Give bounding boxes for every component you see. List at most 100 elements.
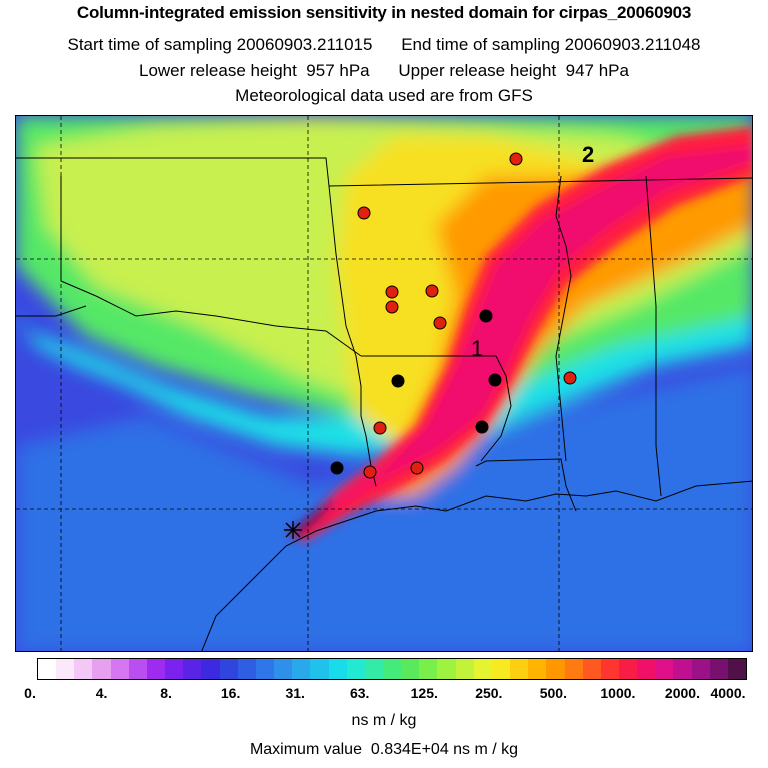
colorbar-swatch	[310, 659, 329, 679]
colorbar-tick-label: 31.	[285, 685, 305, 701]
start-time-value: 20060903.211015	[236, 35, 373, 54]
colorbar-swatch	[183, 659, 202, 679]
colorbar-swatch	[727, 659, 747, 679]
release-height-line: Lower release height 957 hPa Upper relea…	[0, 61, 768, 81]
colorbar-tick-label: 1000.	[600, 685, 636, 701]
colorbar-swatch	[673, 659, 692, 679]
red-site-marker	[357, 206, 371, 220]
red-site-marker	[363, 465, 377, 479]
release-point-star-icon	[284, 521, 302, 539]
red-site-marker	[509, 152, 523, 166]
black-site-marker	[479, 309, 493, 323]
maximum-value-line: Maximum value 0.834E+04 ns m / kg	[0, 741, 768, 759]
colorbar-swatch	[401, 659, 420, 679]
colorbar-swatch	[110, 659, 129, 679]
colorbar-tick-label: 2000.	[664, 685, 700, 701]
colorbar-swatch	[38, 659, 57, 679]
state-boundary	[475, 458, 577, 512]
colorbar-swatch	[437, 659, 456, 679]
state-boundary	[480, 355, 512, 462]
colorbar-swatch	[92, 659, 111, 679]
state-boundary	[645, 175, 662, 497]
colorbar-swatch	[328, 659, 347, 679]
colorbar-swatch	[655, 659, 674, 679]
colorbar-tick-label: 125.	[410, 685, 438, 701]
colorbar-units: ns m / kg	[351, 712, 417, 729]
colorbar-swatch	[219, 659, 238, 679]
field-cyan-band	[16, 256, 752, 456]
colorbar-tick-label: 8.	[160, 685, 172, 701]
colorbar-tick-label: 4.	[95, 685, 108, 701]
colorbar-swatch	[600, 659, 619, 679]
colorbar	[37, 658, 747, 680]
colorbar-swatch	[709, 659, 728, 679]
state-boundary	[555, 175, 572, 277]
coastline	[201, 480, 752, 651]
red-site-marker	[433, 316, 447, 330]
boundary-lines	[16, 157, 752, 651]
maximum-value-label: Maximum value	[249, 741, 362, 758]
lower-height-label: Lower release height	[139, 61, 297, 80]
start-time-label: Start time of sampling	[67, 35, 232, 54]
end-time-label: End time of sampling	[401, 35, 560, 54]
colorbar-tick-label: 16.	[220, 685, 241, 701]
colorbar-swatch	[382, 659, 402, 679]
colorbar-swatch	[473, 659, 492, 679]
red-site-marker	[373, 421, 387, 435]
colorbar-swatch	[201, 659, 220, 679]
state-boundary	[16, 157, 752, 187]
black-site-marker	[475, 420, 489, 434]
red-site-marker	[425, 284, 439, 298]
colorbar-swatch	[146, 659, 166, 679]
colorbar-swatch	[56, 659, 75, 679]
colorbar-swatch	[510, 659, 529, 679]
colorbar-swatch	[619, 659, 638, 679]
red-site-marker	[563, 371, 577, 385]
page-title: Column-integrated emission sensitivity i…	[76, 3, 692, 22]
colorbar-swatch	[419, 659, 438, 679]
colorbar-swatch	[255, 659, 275, 679]
colorbar-swatch	[691, 659, 710, 679]
site-markers	[330, 152, 577, 479]
colorbar-swatch	[528, 659, 547, 679]
state-boundary	[555, 275, 572, 462]
border-line	[16, 305, 87, 317]
colorbar-tick-label: 63.	[349, 685, 370, 701]
colorbar-swatch	[165, 659, 184, 679]
colorbar-tick-label: 4000.	[710, 685, 746, 701]
map-canvas: 1 2	[16, 116, 752, 651]
state-boundary	[328, 185, 362, 387]
colorbar-swatch	[564, 659, 583, 679]
colorbar-swatch	[74, 659, 93, 679]
map-label-2: 2	[582, 142, 594, 167]
met-data-note: Meteorological data used are from GFS	[235, 86, 533, 105]
map-label-1: 1	[471, 336, 483, 361]
colorbar-tick-label: 500.	[539, 685, 567, 701]
colorbar-tick-label: 0.	[24, 685, 36, 701]
colorbar-swatch	[637, 659, 656, 679]
colorbar-tick-label: 250.	[475, 685, 503, 701]
emission-sensitivity-map: 1 2	[15, 115, 753, 652]
colorbar-swatch	[546, 659, 565, 679]
red-site-marker	[385, 285, 399, 299]
colorbar-swatch	[237, 659, 256, 679]
upper-height-value: 947 hPa	[565, 61, 629, 80]
red-site-marker	[385, 300, 399, 314]
end-time-value: 20060903.211048	[564, 35, 701, 54]
lat-lon-grid	[16, 116, 752, 651]
sampling-time-line: Start time of sampling 20060903.211015 E…	[0, 35, 768, 55]
colorbar-swatch	[364, 659, 383, 679]
colorbar-swatch	[274, 659, 293, 679]
colorbar-swatch	[292, 659, 311, 679]
lower-height-value: 957 hPa	[306, 61, 370, 80]
red-site-marker	[410, 461, 424, 475]
state-boundary	[60, 176, 362, 357]
field-dark-source	[288, 498, 336, 536]
colorbar-swatch	[582, 659, 601, 679]
colorbar-swatch	[455, 659, 474, 679]
black-site-marker	[391, 374, 405, 388]
colorbar-swatch	[491, 659, 511, 679]
maximum-value: 0.834E+04 ns m / kg	[370, 741, 519, 758]
upper-height-label: Upper release height	[398, 61, 557, 80]
colorbar-swatch	[346, 659, 365, 679]
